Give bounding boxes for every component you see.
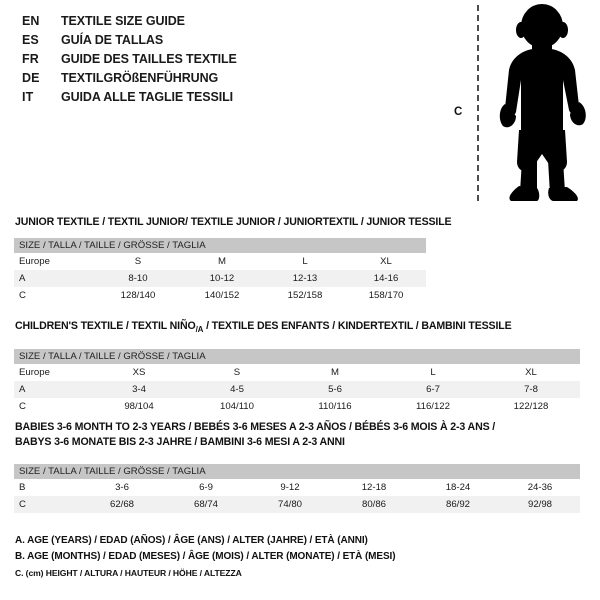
table-header-row: SIZE / TALLA / TAILLE / GRÖSSE / TAGLIA — [14, 238, 427, 253]
cell-value: 3-4 — [90, 381, 188, 398]
language-code-de: DE — [22, 71, 40, 85]
language-title-en: TEXTILE SIZE GUIDE — [61, 14, 185, 28]
cell-value: 4-5 — [188, 381, 286, 398]
cell-value: 158/170 — [346, 287, 427, 304]
language-code-fr: FR — [22, 52, 39, 66]
cell-value: 7-8 — [482, 381, 580, 398]
cell-value: 122/128 — [482, 398, 580, 415]
cell-value: 12-13 — [264, 270, 346, 287]
language-title-es: GUÍA DE TALLAS — [61, 33, 164, 47]
measurement-legend: A. AGE (YEARS) / EDAD (AÑOS) / ÂGE (ANS)… — [15, 533, 575, 581]
height-dashed-line — [477, 5, 479, 201]
table-row: Europe S M L XL — [14, 253, 427, 270]
language-row-es: ES GUÍA DE TALLAS — [22, 33, 442, 52]
section-title-children: CHILDREN'S TEXTILE / TEXTIL NIÑO/A / TEX… — [15, 320, 512, 334]
height-marker-label: C — [454, 106, 463, 118]
cell-value: 104/110 — [188, 398, 286, 415]
cell-value: 14-16 — [346, 270, 427, 287]
row-label: Europe — [14, 253, 96, 270]
language-row-fr: FR GUIDE DES TAILLES TEXTILE — [22, 52, 442, 71]
cell-value: 18-24 — [416, 479, 500, 496]
cell-value: 152/158 — [264, 287, 346, 304]
height-illustration: C — [440, 0, 600, 208]
language-code-en: EN — [22, 14, 40, 28]
cell-value: 5-6 — [286, 381, 384, 398]
cell-value: 128/140 — [96, 287, 180, 304]
table-row: A 3-4 4-5 5-6 6-7 7-8 — [14, 381, 580, 398]
language-title-fr: GUIDE DES TAILLES TEXTILE — [61, 52, 237, 66]
babies-title-line1: BABIES 3-6 MONTH TO 2-3 YEARS / BEBÉS 3-… — [15, 421, 496, 433]
cell-value: 62/68 — [80, 496, 164, 513]
cell-value: 10-12 — [180, 270, 264, 287]
row-label: C — [14, 287, 96, 304]
cell-value: 80/86 — [332, 496, 416, 513]
language-row-it: IT GUIDA ALLE TAGLIE TESSILI — [22, 90, 442, 109]
babies-table-header-label: SIZE / TALLA / TAILLE / GRÖSSE / TAGLIA — [14, 464, 580, 479]
cell-value: 24-36 — [500, 479, 580, 496]
cell-value: L — [264, 253, 346, 270]
row-label: A — [14, 270, 96, 287]
language-code-es: ES — [22, 33, 39, 47]
cell-value: 12-18 — [332, 479, 416, 496]
children-title-subscript: /A — [195, 325, 204, 335]
table-header-row: SIZE / TALLA / TAILLE / GRÖSSE / TAGLIA — [14, 349, 580, 364]
cell-value: 74/80 — [248, 496, 332, 513]
cell-value: S — [188, 364, 286, 381]
cell-value: XS — [90, 364, 188, 381]
cell-value: S — [96, 253, 180, 270]
junior-table-header-label: SIZE / TALLA / TAILLE / GRÖSSE / TAGLIA — [14, 238, 427, 253]
cell-value: 86/92 — [416, 496, 500, 513]
cell-value: 8-10 — [96, 270, 180, 287]
cell-value: 110/116 — [286, 398, 384, 415]
cell-value: 6-7 — [384, 381, 482, 398]
cell-value: XL — [482, 364, 580, 381]
legend-line-b: B. AGE (MONTHS) / EDAD (MESES) / ÂGE (MO… — [15, 551, 396, 562]
junior-size-table: SIZE / TALLA / TAILLE / GRÖSSE / TAGLIA … — [14, 238, 427, 304]
language-row-en: EN TEXTILE SIZE GUIDE — [22, 14, 442, 33]
cell-value: 6-9 — [164, 479, 248, 496]
table-row: C 128/140 140/152 152/158 158/170 — [14, 287, 427, 304]
cell-value: XL — [346, 253, 427, 270]
row-label: C — [14, 398, 90, 415]
language-row-de: DE TEXTILGRÖßENFÜHRUNG — [22, 71, 442, 90]
cell-value: 92/98 — [500, 496, 580, 513]
row-label: C — [14, 496, 80, 513]
children-table-header-label: SIZE / TALLA / TAILLE / GRÖSSE / TAGLIA — [14, 349, 580, 364]
children-title-post: / TEXTILE DES ENFANTS / KINDERTEXTIL / B… — [203, 320, 512, 332]
cell-value: M — [286, 364, 384, 381]
cell-value: 3-6 — [80, 479, 164, 496]
cell-value: 140/152 — [180, 287, 264, 304]
legend-line-c: C. (cm) HEIGHT / ALTURA / HAUTEUR / HÖHE… — [15, 568, 242, 578]
language-title-it: GUIDA ALLE TAGLIE TESSILI — [61, 90, 234, 104]
table-row: B 3-6 6-9 9-12 12-18 18-24 24-36 — [14, 479, 580, 496]
language-title-block: EN TEXTILE SIZE GUIDE ES GUÍA DE TALLAS … — [22, 14, 442, 109]
cell-value: 9-12 — [248, 479, 332, 496]
row-label: Europe — [14, 364, 90, 381]
babies-title-line2: BABYS 3-6 MONATE BIS 2-3 JAHRE / BAMBINI… — [15, 436, 345, 448]
row-label: B — [14, 479, 80, 496]
section-title-junior: JUNIOR TEXTILE / TEXTIL JUNIOR/ TEXTILE … — [15, 216, 452, 228]
legend-line-a: A. AGE (YEARS) / EDAD (AÑOS) / ÂGE (ANS)… — [15, 535, 368, 546]
cell-value: L — [384, 364, 482, 381]
cell-value: 68/74 — [164, 496, 248, 513]
cell-value: 116/122 — [384, 398, 482, 415]
language-title-de: TEXTILGRÖßENFÜHRUNG — [61, 71, 219, 85]
children-title-pre: CHILDREN'S TEXTILE / TEXTIL NIÑO — [15, 320, 196, 332]
table-row: C 98/104 104/110 110/116 116/122 122/128 — [14, 398, 580, 415]
language-code-it: IT — [22, 90, 34, 104]
babies-size-table: SIZE / TALLA / TAILLE / GRÖSSE / TAGLIA … — [14, 464, 580, 513]
table-row: C 62/68 68/74 74/80 80/86 86/92 92/98 — [14, 496, 580, 513]
cell-value: M — [180, 253, 264, 270]
children-size-table: SIZE / TALLA / TAILLE / GRÖSSE / TAGLIA … — [14, 349, 580, 415]
table-row: Europe XS S M L XL — [14, 364, 580, 381]
row-label: A — [14, 381, 90, 398]
table-header-row: SIZE / TALLA / TAILLE / GRÖSSE / TAGLIA — [14, 464, 580, 479]
section-title-babies: BABIES 3-6 MONTH TO 2-3 YEARS / BEBÉS 3-… — [15, 420, 590, 450]
cell-value: 98/104 — [90, 398, 188, 415]
table-row: A 8-10 10-12 12-13 14-16 — [14, 270, 427, 287]
child-silhouette-icon — [499, 4, 586, 201]
